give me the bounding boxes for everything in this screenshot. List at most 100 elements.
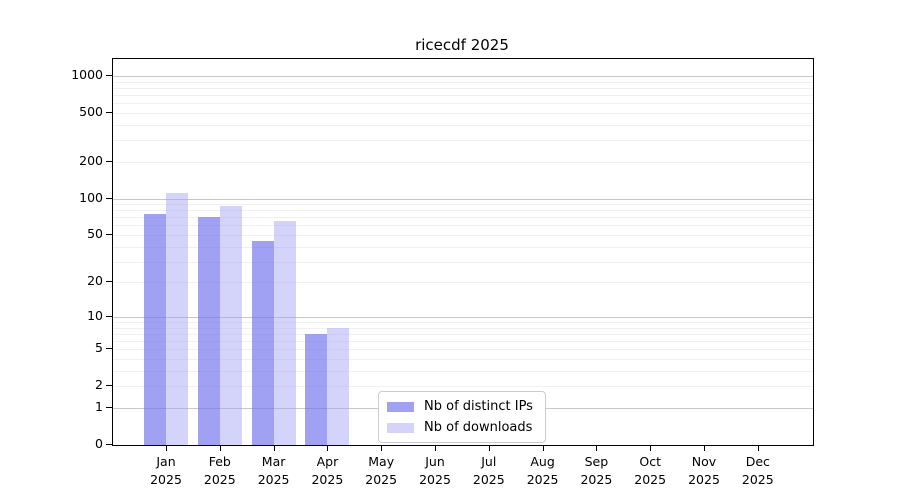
x-tick-year: 2025 — [150, 472, 182, 487]
minor-gridline — [113, 341, 813, 343]
minor-gridline — [113, 210, 813, 212]
minor-gridline — [113, 282, 813, 284]
bar-downloads — [166, 193, 188, 445]
x-tick-month: Jun — [425, 454, 445, 469]
y-tick-label: 10 — [87, 307, 103, 323]
minor-gridline — [113, 386, 813, 388]
x-tick-year: 2025 — [741, 472, 774, 487]
plot-area — [112, 58, 814, 446]
x-tick-mark — [488, 446, 490, 451]
minor-gridline — [113, 359, 813, 360]
y-tick-label: 1000 — [71, 66, 103, 82]
legend-label: Nb of distinct IPs — [424, 399, 533, 414]
major-gridline — [113, 198, 813, 200]
x-tick-label: Jul 2025 — [461, 453, 517, 489]
x-tick-month: Oct — [639, 454, 661, 469]
x-tick-label: Sep 2025 — [568, 453, 624, 489]
minor-gridline — [113, 204, 813, 205]
x-tick-label: Apr 2025 — [299, 453, 355, 489]
x-tick-month: Jul — [481, 454, 497, 469]
minor-gridline — [113, 140, 813, 142]
x-tick-year: 2025 — [365, 472, 398, 487]
x-tick-mark — [435, 446, 436, 451]
x-tick-year: 2025 — [203, 472, 236, 487]
y-tick-label: 200 — [79, 152, 103, 168]
y-tick-mark — [106, 281, 112, 283]
x-tick-year: 2025 — [419, 472, 451, 487]
x-tick-label: Jan 2025 — [138, 453, 194, 489]
x-tick-label: Dec 2025 — [730, 453, 786, 489]
y-tick-mark — [106, 348, 112, 350]
x-tick-mark — [219, 446, 221, 451]
minor-gridline — [113, 217, 813, 219]
bar-distinct-ips — [305, 333, 328, 445]
minor-gridline — [113, 124, 813, 126]
minor-gridline — [113, 225, 813, 227]
y-tick-label: 2 — [95, 377, 103, 393]
x-tick-mark — [542, 446, 544, 451]
legend-swatch — [387, 401, 414, 412]
minor-gridline — [113, 112, 813, 114]
y-tick-label: 50 — [87, 226, 103, 241]
bar-distinct-ips — [144, 213, 166, 445]
bar-distinct-ips — [251, 240, 274, 445]
x-tick-month: Jan — [156, 454, 176, 469]
y-tick-label: 5 — [95, 340, 103, 356]
x-tick-mark — [273, 446, 275, 451]
x-tick-label: May 2025 — [353, 453, 409, 489]
minor-gridline — [113, 81, 813, 83]
x-tick-month: Nov — [691, 454, 717, 469]
x-tick-mark — [596, 446, 598, 451]
x-tick-month: Dec — [745, 454, 770, 469]
minor-gridline — [113, 327, 813, 329]
minor-gridline — [113, 246, 813, 248]
bar-downloads — [327, 327, 350, 445]
x-tick-year: 2025 — [688, 472, 720, 487]
y-tick-mark — [106, 444, 112, 445]
x-tick-year: 2025 — [526, 472, 559, 487]
legend-entry: Nb of downloads — [387, 420, 533, 435]
minor-gridline — [113, 349, 813, 351]
x-tick-mark — [327, 446, 329, 451]
minor-gridline — [113, 322, 813, 323]
x-tick-month: Sep — [584, 454, 609, 469]
x-tick-month: May — [368, 454, 395, 469]
y-tick-mark — [106, 385, 112, 387]
x-tick-mark — [757, 446, 759, 451]
x-tick-label: Mar 2025 — [246, 453, 302, 489]
y-tick-label: 20 — [87, 273, 103, 289]
bar-downloads — [273, 221, 296, 445]
x-tick-mark — [166, 446, 167, 451]
y-tick-label: 1 — [95, 399, 103, 414]
x-tick-label: Jun 2025 — [407, 453, 463, 489]
y-tick-label: 0 — [95, 436, 103, 451]
x-tick-year: 2025 — [580, 472, 613, 487]
y-tick-mark — [106, 315, 112, 317]
chart-title: ricecdf 2025 — [415, 36, 509, 54]
x-tick-mark — [650, 446, 652, 451]
x-tick-year: 2025 — [311, 472, 344, 487]
x-tick-year: 2025 — [634, 472, 667, 487]
x-tick-mark — [381, 446, 383, 451]
x-tick-label: Feb 2025 — [192, 453, 248, 489]
bar-downloads — [219, 206, 242, 445]
x-tick-mark — [704, 446, 705, 451]
x-tick-month: Apr — [316, 454, 339, 469]
y-tick-mark — [106, 407, 112, 408]
x-tick-label: Aug 2025 — [515, 453, 571, 489]
x-tick-month: Feb — [208, 454, 231, 469]
minor-gridline — [113, 261, 813, 263]
minor-gridline — [113, 333, 813, 335]
legend-entry: Nb of distinct IPs — [387, 399, 533, 414]
legend: Nb of distinct IPs Nb of downloads — [378, 391, 546, 443]
minor-gridline — [113, 95, 813, 96]
x-tick-month: Aug — [530, 454, 555, 469]
minor-gridline — [113, 161, 813, 163]
y-tick-mark — [106, 160, 112, 162]
minor-gridline — [113, 103, 813, 105]
y-tick-mark — [106, 74, 112, 76]
legend-label: Nb of downloads — [424, 420, 533, 435]
x-tick-label: Oct 2025 — [622, 453, 678, 489]
major-gridline — [113, 75, 813, 77]
